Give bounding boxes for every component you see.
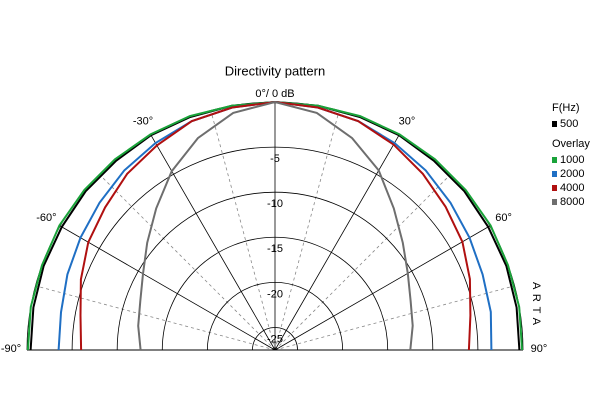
minor-radial [35,285,276,351]
theta-tick-label: -30° [133,115,153,127]
legend-label: 2000 [560,168,584,180]
legend-swatch [552,199,557,205]
theta-tick-label: 90° [531,343,548,355]
legend-swatch [552,157,557,163]
radial-line [60,225,276,351]
minor-radial [99,174,276,351]
legend-swatch [552,185,557,191]
series-line [137,100,414,351]
legend-subtitle: Overlay [552,138,590,150]
chart-title: Directivity pattern [225,63,325,78]
legend-title: F(Hz) [552,102,580,114]
theta-tick-label: 60° [495,212,512,224]
legend-label: 8000 [560,196,584,208]
theta-tick-label: 30° [399,115,416,127]
legend-label: 4000 [560,182,584,194]
radial-line [150,135,276,351]
radial-line [274,135,400,351]
r-tick-label: 0°/ 0 dB [255,88,294,100]
minor-radial [274,110,340,351]
legend-label: 1000 [560,154,584,166]
radial-line [274,225,490,351]
watermark: A R T A [530,282,542,326]
legend-label: 500 [560,118,578,130]
legend-swatch [552,121,557,127]
theta-tick-label: -90° [1,343,21,355]
minor-radial [210,110,276,351]
minor-radial [274,285,515,351]
legend-swatch [552,171,557,177]
theta-tick-label: -60° [36,212,56,224]
minor-radial [274,174,451,351]
